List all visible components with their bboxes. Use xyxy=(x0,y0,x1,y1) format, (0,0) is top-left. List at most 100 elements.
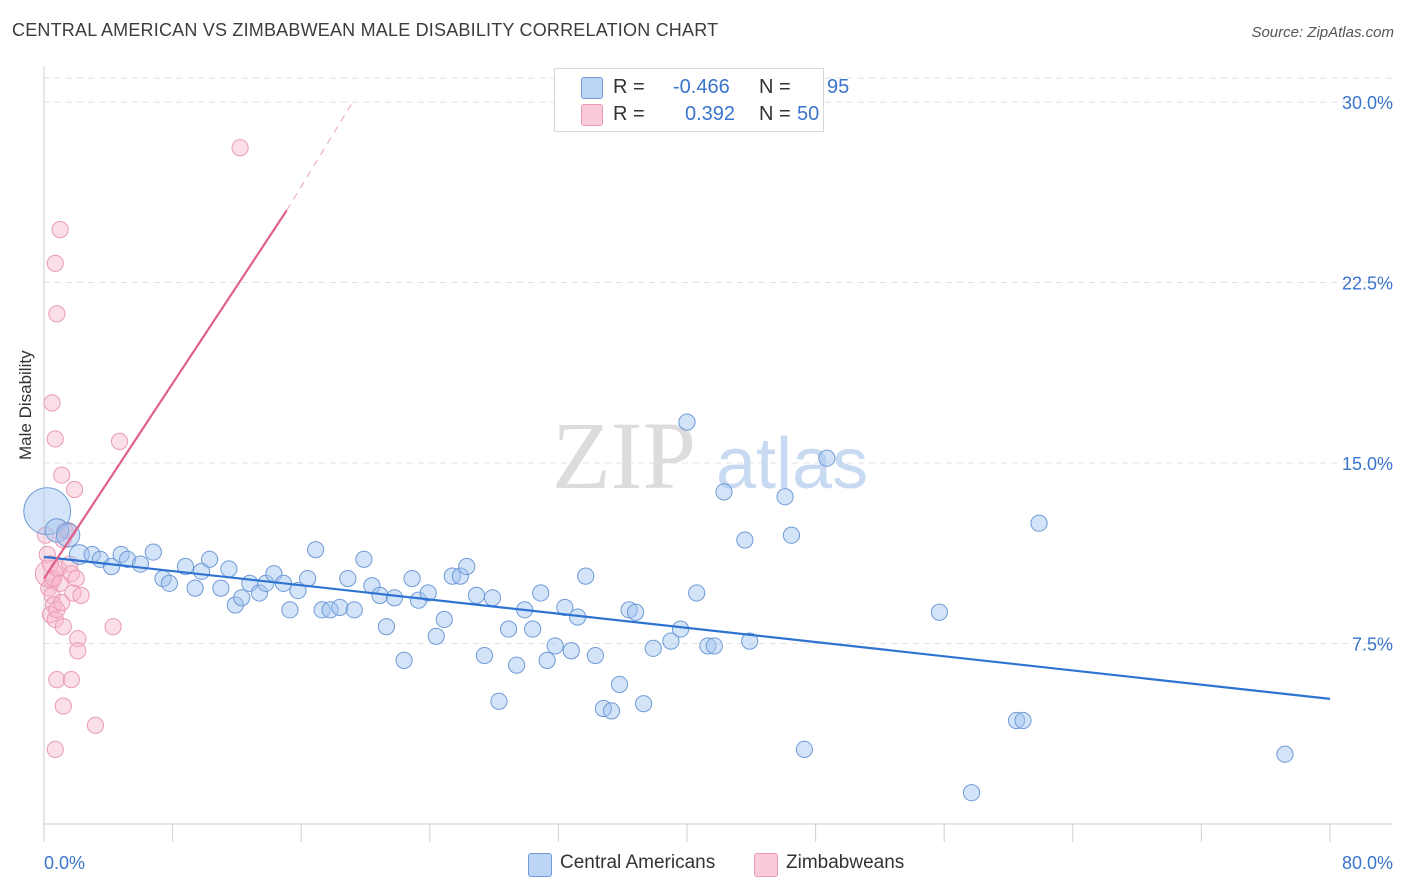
point-central-american xyxy=(586,646,604,665)
y-tick-label: 22.5% xyxy=(1342,274,1393,294)
legend-r-label: R = xyxy=(613,103,645,125)
point-central-american xyxy=(355,550,373,568)
point-zimbabwean xyxy=(62,671,80,689)
trend-line-zimbabweans xyxy=(43,209,288,580)
point-central-american xyxy=(705,637,723,655)
point-central-american xyxy=(102,557,121,576)
point-central-american xyxy=(699,637,717,655)
point-central-american xyxy=(610,675,629,694)
point-zimbabwean xyxy=(53,466,71,484)
point-central-american xyxy=(385,589,404,607)
legend-r-value: 0.392 xyxy=(685,103,736,125)
point-central-american xyxy=(556,598,574,617)
y-tick-label: 30.0% xyxy=(1342,93,1393,113)
point-zimbabwean xyxy=(46,254,64,272)
point-central-american xyxy=(131,555,150,573)
point-zimbabwean xyxy=(86,716,105,734)
point-zimbabwean xyxy=(51,574,69,592)
point-central-american xyxy=(1030,514,1048,532)
point-zimbabwean xyxy=(54,618,72,636)
point-central-american xyxy=(419,584,437,602)
point-central-american xyxy=(458,557,476,576)
point-central-american xyxy=(930,603,948,621)
point-central-american xyxy=(626,603,645,621)
point-central-american xyxy=(200,550,219,568)
point-central-american xyxy=(118,550,137,568)
point-central-american xyxy=(281,601,299,619)
zimbabweans-points xyxy=(34,139,249,759)
point-central-american xyxy=(144,543,162,561)
point-zimbabwean xyxy=(65,480,84,499)
y-axis-label: Male Disability xyxy=(16,350,35,460)
chart-title: CENTRAL AMERICAN VS ZIMBABWEAN MALE DISA… xyxy=(12,20,719,40)
point-central-american xyxy=(962,784,981,802)
point-zimbabwean xyxy=(46,430,64,448)
point-central-american xyxy=(1276,745,1294,763)
bottom-legend-label: Central Americans xyxy=(560,852,716,873)
point-central-american xyxy=(644,639,662,657)
point-central-american xyxy=(226,596,244,614)
correlation-legend: R = -0.466 N = 95 R = 0.392 N = 50 xyxy=(554,68,849,132)
point-central-american xyxy=(688,584,706,602)
x-tick-label-max: 80.0% xyxy=(1342,853,1393,873)
point-zimbabwean xyxy=(104,618,122,636)
legend-swatch-blue xyxy=(581,77,603,99)
legend-swatch-pink xyxy=(581,104,603,126)
point-central-american xyxy=(741,632,759,650)
point-central-american xyxy=(345,601,363,619)
point-central-american xyxy=(307,541,325,559)
central-americans-points xyxy=(23,413,1294,802)
x-tick-label-min: 0.0% xyxy=(44,853,85,873)
bottom-legend-swatch-blue xyxy=(528,853,552,877)
point-central-american xyxy=(782,526,801,544)
source-credit: Source: ZipAtlas.com xyxy=(1251,24,1394,41)
point-central-american xyxy=(299,569,317,588)
watermark-zip: ZIP xyxy=(552,402,696,509)
point-zimbabwean xyxy=(110,432,129,450)
legend-r-label: R = xyxy=(613,76,645,98)
watermark-atlas: atlas xyxy=(716,424,868,504)
bottom-legend-label: Zimbabweans xyxy=(786,852,905,873)
point-zimbabwean xyxy=(62,565,80,583)
point-zimbabwean xyxy=(51,221,69,239)
point-zimbabwean xyxy=(69,642,87,660)
point-central-american xyxy=(395,651,413,669)
point-central-american xyxy=(212,579,230,597)
point-zimbabwean xyxy=(43,394,61,412)
point-central-american xyxy=(220,560,238,578)
point-central-american xyxy=(435,610,453,629)
point-zimbabwean xyxy=(41,555,60,573)
point-central-american xyxy=(467,586,486,604)
point-central-american xyxy=(602,702,621,720)
trend-extension-zimbabweans xyxy=(286,101,354,211)
grid-lines xyxy=(44,77,1392,645)
point-central-american xyxy=(818,449,836,467)
point-central-american xyxy=(562,642,580,660)
point-central-american xyxy=(538,651,556,669)
point-zimbabwean xyxy=(53,594,71,612)
legend-n-label: N = xyxy=(759,103,791,125)
point-central-american xyxy=(508,656,526,674)
trend-line-central-americans xyxy=(43,555,1331,700)
point-central-american xyxy=(250,584,269,602)
point-central-american xyxy=(1007,711,1026,730)
point-central-american xyxy=(23,487,72,536)
bottom-legend-swatch-pink xyxy=(754,853,778,877)
y-tick-label: 15.0% xyxy=(1342,454,1393,474)
point-central-american xyxy=(186,579,204,597)
point-zimbabwean xyxy=(54,697,72,715)
point-zimbabwean xyxy=(48,671,66,689)
point-central-american xyxy=(524,620,542,638)
point-central-american xyxy=(403,569,421,588)
point-central-american xyxy=(233,589,251,607)
watermark: ZIP atlas xyxy=(552,402,868,509)
point-central-american xyxy=(483,589,502,607)
point-central-american xyxy=(289,581,307,600)
point-zimbabwean xyxy=(46,740,64,759)
point-central-american xyxy=(577,567,595,585)
point-central-american xyxy=(662,632,680,650)
axes xyxy=(43,66,1392,842)
point-central-american xyxy=(546,637,564,655)
point-zimbabwean xyxy=(69,630,87,648)
point-central-american xyxy=(795,740,813,759)
